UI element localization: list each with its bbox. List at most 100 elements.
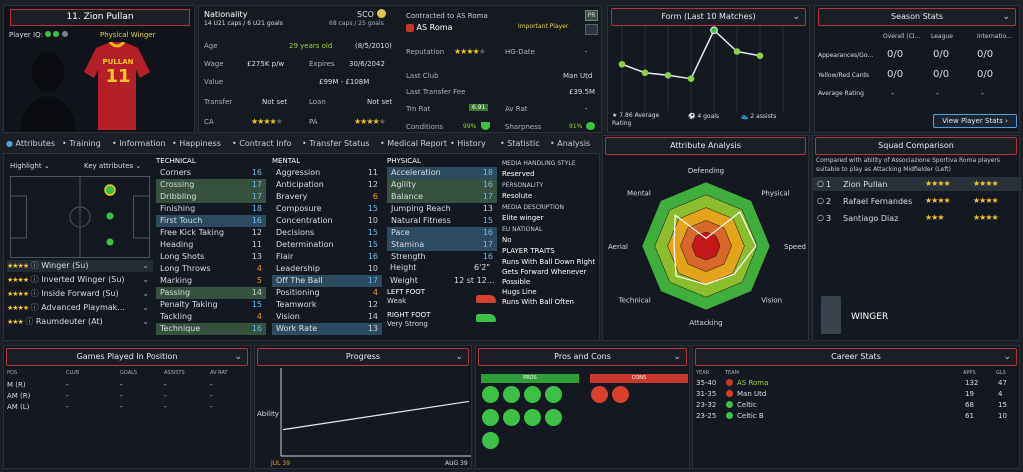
attribute-row[interactable]: Agility 16: [387, 179, 497, 191]
role-row[interactable]: ★★★★ ⓘ Inverted Winger (Su) ⌄: [7, 275, 149, 284]
attribute-name: Natural Fitness: [391, 216, 451, 225]
technical-list: Corners 16 Crossing 17 Dribbling 17 Finishing 1…: [156, 167, 266, 337]
attribute-row[interactable]: Corners 16: [156, 167, 266, 179]
season-header[interactable]: Season Stats ⌄: [818, 8, 1016, 26]
tab-medical-report[interactable]: • Medical Report: [380, 139, 447, 148]
attribute-name: Passing: [160, 288, 191, 297]
height-value: 6'2": [474, 263, 491, 272]
tab-attributes[interactable]: ● Attributes: [6, 139, 56, 148]
left-foot-value: Weak: [387, 297, 407, 305]
status-toggle[interactable]: [585, 24, 598, 35]
attribute-row[interactable]: Finishing 18: [156, 203, 266, 215]
season-value: 0/0: [977, 49, 994, 60]
chevron-down-icon[interactable]: ⌄: [455, 352, 463, 362]
chevron-down-icon[interactable]: ⌄: [673, 352, 681, 362]
chevron-down-icon[interactable]: ⌄: [792, 12, 800, 22]
career-row[interactable]: 31-35 Man Utd 19 4: [693, 388, 1021, 400]
chevron-down-icon[interactable]: ⌄: [1002, 12, 1010, 22]
attribute-row[interactable]: Long Throws 4: [156, 263, 266, 275]
tab-statistic[interactable]: • Statistic: [500, 139, 540, 148]
squad-row[interactable]: ○ 3 Santiago Diaz ★★★ ★★★★: [817, 213, 999, 223]
form-header[interactable]: Form (Last 10 Matches) ⌄: [611, 8, 806, 26]
attribute-row[interactable]: Marking 5: [156, 275, 266, 287]
attribute-row[interactable]: Anticipation 12: [272, 179, 382, 191]
form-point[interactable]: [618, 60, 626, 68]
highlight-dropdown[interactable]: Highlight ⌄: [10, 162, 50, 170]
form-point[interactable]: [664, 72, 672, 79]
attribute-row[interactable]: Aggression 11: [272, 167, 382, 179]
attribute-row[interactable]: Free Kick Taking 12: [156, 227, 266, 239]
attribute-value: 17: [482, 192, 493, 201]
attribute-row[interactable]: Vision 14: [272, 311, 382, 323]
career-row[interactable]: 23-32 Celtic 68 15: [693, 399, 1021, 411]
attribute-name: Long Shots: [160, 252, 205, 261]
club-badge-icon: [726, 412, 733, 419]
view-player-stats-button[interactable]: View Player Stats ›: [933, 114, 1017, 128]
attribute-row[interactable]: Decisions 15: [272, 227, 382, 239]
mental-list: Aggression 11 Anticipation 12 Bravery 6 Compos…: [272, 167, 382, 337]
role-row[interactable]: ★★★★ ⓘ Inside Forward (Su) ⌄: [7, 289, 149, 298]
proscons-header[interactable]: Pros and Cons ⌄: [478, 348, 687, 366]
club-badge-icon: [726, 379, 733, 386]
career-header[interactable]: Career Stats ⌄: [695, 348, 1017, 366]
attribute-row[interactable]: Technique 16: [156, 323, 266, 335]
attribute-row[interactable]: Dribbling 17: [156, 191, 266, 203]
key-attributes-dropdown[interactable]: Key attributes ⌄: [84, 162, 142, 170]
squad-row[interactable]: ○ 2 Rafael Fernandes ★★★★ ★★★★: [817, 196, 999, 206]
tab-history[interactable]: • History: [450, 139, 486, 148]
chevron-down-icon[interactable]: ⌄: [1003, 352, 1011, 362]
attribute-row[interactable]: Natural Fitness 15: [387, 215, 497, 227]
chevron-down-icon[interactable]: ⌄: [234, 352, 242, 362]
attribute-row[interactable]: Pace 16: [387, 227, 497, 239]
attribute-row[interactable]: Crossing 17: [156, 179, 266, 191]
career-apps: 132: [965, 379, 979, 387]
attribute-row[interactable]: Passing 14: [156, 287, 266, 299]
attribute-row[interactable]: Positioning 4: [272, 287, 382, 299]
tab-training[interactable]: • Training: [62, 139, 101, 148]
form-point[interactable]: [733, 48, 741, 55]
attribute-value: 16: [251, 216, 262, 225]
tab-information[interactable]: • Information: [112, 139, 166, 148]
role-row[interactable]: ★★★★ ⓘ Advanced Playmak... ⌄: [7, 303, 149, 312]
attribute-row[interactable]: Bravery 6: [272, 191, 382, 203]
attribute-row[interactable]: Tackling 4: [156, 311, 266, 323]
attribute-row[interactable]: Stamina 17: [387, 239, 497, 251]
tab-analysis[interactable]: • Analysis: [550, 139, 591, 148]
attribute-row[interactable]: Strength 16: [387, 251, 497, 263]
attribute-row[interactable]: Heading 11: [156, 239, 266, 251]
career-row[interactable]: 35-40 AS Roma 132 47: [693, 377, 1021, 389]
radar-axis-label: Defending: [688, 167, 724, 175]
attribute-row[interactable]: Teamwork 12: [272, 299, 382, 311]
form-point[interactable]: [641, 69, 649, 77]
attribute-row[interactable]: Acceleration 18: [387, 167, 497, 179]
attribute-row[interactable]: First Touch 16: [156, 215, 266, 227]
attribute-row[interactable]: Composure 15: [272, 203, 382, 215]
form-point[interactable]: [687, 75, 695, 82]
attribute-row[interactable]: Off The Ball 17: [272, 275, 382, 287]
progress-header[interactable]: Progress ⌄: [257, 348, 469, 366]
form-point[interactable]: [710, 26, 718, 35]
radar-axis-label: Mental: [627, 189, 651, 197]
last-club-label: Last Club: [406, 72, 439, 80]
attribute-row[interactable]: Concentration 10: [272, 215, 382, 227]
attribute-row[interactable]: Determination 15: [272, 239, 382, 251]
radar-axis-label: Speed: [784, 243, 806, 251]
role-row[interactable]: ★★★★ ⓘ Winger (Su) ⌄: [7, 260, 153, 272]
attribute-row[interactable]: Leadership 10: [272, 263, 382, 275]
squad-row[interactable]: ○ 1 Zion Pullan ★★★★ ★★★★: [813, 177, 1021, 191]
pr-badge[interactable]: PR: [585, 10, 598, 21]
trn-rat-label: Trn Rat: [406, 105, 431, 113]
tab-happiness[interactable]: • Happiness: [172, 139, 221, 148]
attribute-row[interactable]: Flair 16: [272, 251, 382, 263]
tab-contract-info[interactable]: • Contract Info: [232, 139, 292, 148]
attribute-row[interactable]: Long Shots 13: [156, 251, 266, 263]
attribute-row[interactable]: Jumping Reach 13: [387, 203, 497, 215]
attribute-row[interactable]: Balance 17: [387, 191, 497, 203]
career-row[interactable]: 23-25 Celtic B 61 10: [693, 410, 1021, 422]
tab-transfer-status[interactable]: • Transfer Status: [302, 139, 370, 148]
attribute-row[interactable]: Penalty Taking 15: [156, 299, 266, 311]
form-point[interactable]: [756, 52, 764, 60]
role-row[interactable]: ★★★ ⓘ Raumdeuter (At) ⌄: [7, 317, 149, 326]
attribute-row[interactable]: Work Rate 13: [272, 323, 382, 335]
games-header[interactable]: Games Played In Position ⌄: [6, 348, 248, 366]
